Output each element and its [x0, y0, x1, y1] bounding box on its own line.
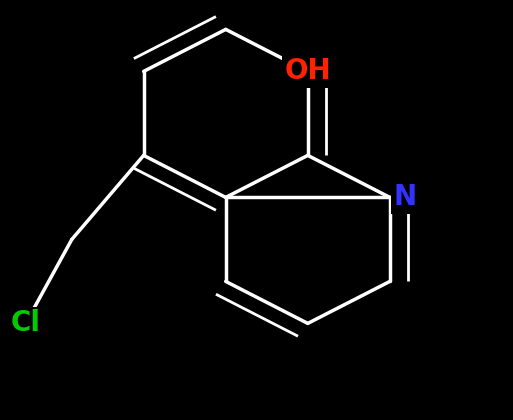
Text: Cl: Cl — [11, 310, 41, 337]
Text: N: N — [394, 184, 417, 211]
Text: OH: OH — [285, 58, 331, 85]
